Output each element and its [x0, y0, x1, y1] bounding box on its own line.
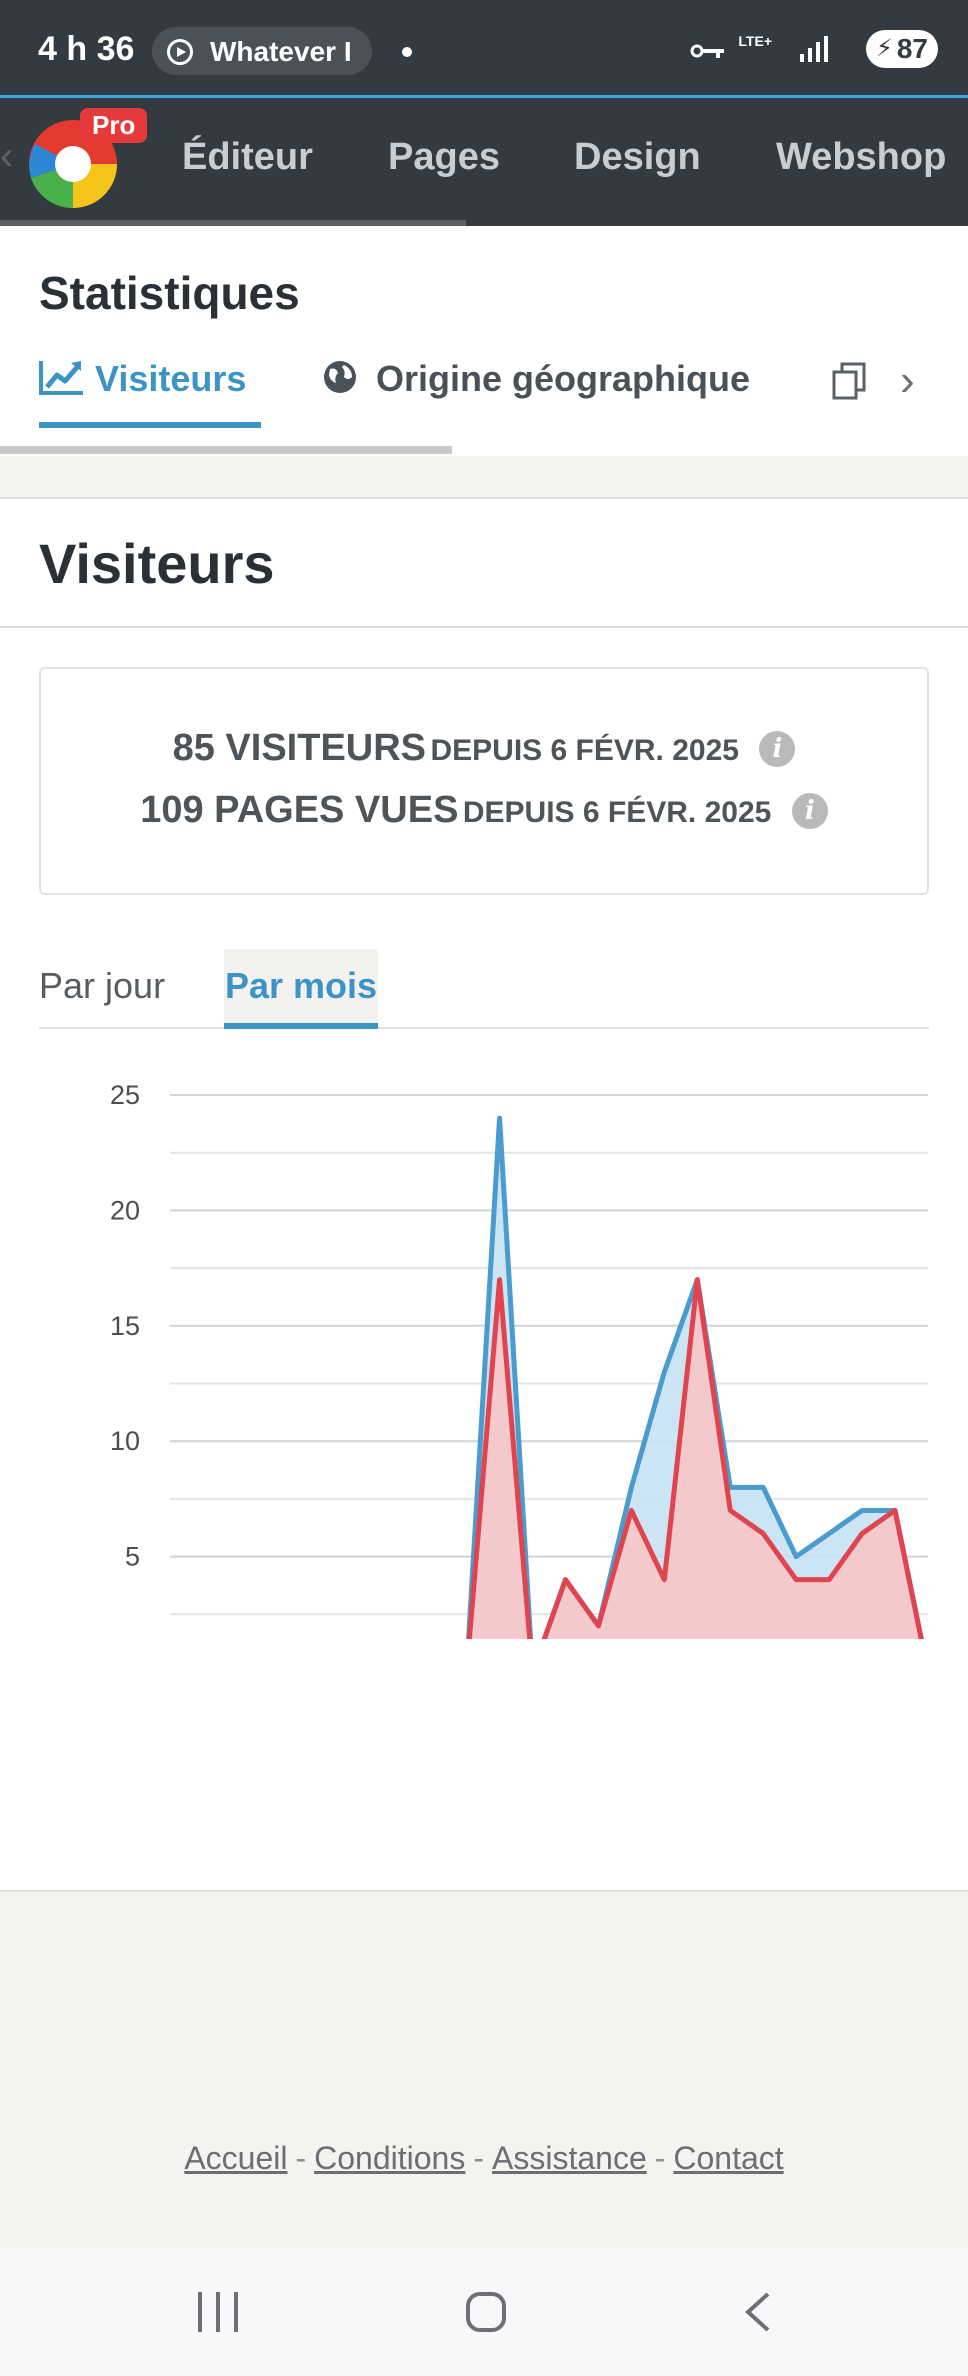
network-type: LTE+: [738, 33, 772, 49]
visitors-summary: 85 VISITEURS DEPUIS 6 FÉVR. 2025 i: [41, 727, 927, 770]
play-circle-icon: [167, 39, 193, 65]
tab-visitors-label: Visiteurs: [95, 358, 247, 399]
y-tick-label: 20: [110, 1195, 140, 1225]
tab-per-month[interactable]: Par mois: [224, 949, 378, 1029]
vpn-key-icon: [690, 44, 724, 58]
page-title: Statistiques: [39, 267, 300, 319]
visitors-card: Visiteurs 85 VISITEURS DEPUIS 6 FÉVR. 20…: [0, 497, 968, 1892]
chevron-right-icon[interactable]: ›: [900, 356, 915, 405]
footer-link-support[interactable]: Assistance: [492, 2140, 647, 2176]
home-icon[interactable]: [466, 2292, 506, 2332]
nav-webshop[interactable]: Webshop: [776, 136, 947, 178]
y-tick-label: 10: [110, 1426, 140, 1456]
footer-separator: -: [654, 2140, 666, 2176]
system-nav-bar: [0, 2248, 968, 2376]
nav-scroll-indicator: [0, 220, 466, 226]
notification-pill[interactable]: Whatever I: [152, 27, 372, 75]
summary-box: 85 VISITEURS DEPUIS 6 FÉVR. 2025 i 109 P…: [39, 667, 929, 895]
nav-pages[interactable]: Pages: [388, 136, 500, 178]
visitors-since: DEPUIS 6 FÉVR. 2025: [430, 734, 739, 767]
pages-copy-icon[interactable]: [830, 360, 870, 400]
notification-text: Whatever I: [210, 36, 352, 67]
stats-tabs: Visiteurs Origine géographique ›: [0, 336, 968, 456]
tab-origin[interactable]: Origine géographique: [322, 358, 750, 400]
back-icon[interactable]: [740, 2292, 776, 2332]
tab-per-day[interactable]: Par jour: [39, 965, 166, 1006]
period-tabs: Par jour Par mois: [39, 949, 929, 1029]
stats-header: Statistiques Visiteurs Origine géographi…: [0, 226, 968, 456]
visitors-chart: 0510152025avr. 24août 24déc. 24avr. 25ao…: [110, 1080, 928, 1639]
status-bar: 4 h 36 Whatever I LTE+ ⚡ 87: [0, 0, 968, 97]
battery-indicator: ⚡ 87: [866, 30, 938, 68]
signal-icon: [800, 36, 828, 62]
series-area-pageviews: [468, 1118, 922, 1639]
footer-link-contact[interactable]: Contact: [673, 2140, 784, 2176]
pageviews-count: 109 PAGES VUES: [140, 789, 459, 831]
visitors-count: 85 VISITEURS: [172, 727, 427, 769]
tab-visitors[interactable]: Visiteurs: [39, 358, 246, 400]
globe-icon: [324, 361, 356, 393]
footer-separator: -: [295, 2140, 307, 2176]
tab-origin-label: Origine géographique: [376, 358, 751, 399]
app-top-bar: ‹ Pro Éditeur Pages Design Webshop: [0, 95, 968, 226]
status-time: 4 h 36: [38, 30, 135, 68]
y-tick-label: 15: [110, 1311, 140, 1341]
status-icons: LTE+ ⚡ 87: [690, 30, 938, 70]
footer-link-terms[interactable]: Conditions: [314, 2140, 466, 2176]
nav-design[interactable]: Design: [574, 136, 701, 178]
pageviews-since: DEPUIS 6 FÉVR. 2025: [462, 796, 772, 829]
battery-level: 87: [896, 33, 928, 64]
recent-apps-icon[interactable]: [198, 2292, 240, 2332]
info-icon[interactable]: i: [759, 731, 796, 767]
scroll-left-icon[interactable]: ‹: [0, 134, 14, 178]
footer: Accueil - Conditions - Assistance - Contact: [0, 2140, 968, 2177]
y-tick-label: 5: [125, 1542, 140, 1572]
y-tick-label: 25: [110, 1080, 140, 1110]
nav-editor[interactable]: Éditeur: [182, 136, 313, 178]
tabs-scroll-indicator: [0, 446, 452, 454]
footer-separator: -: [473, 2140, 484, 2176]
info-icon[interactable]: i: [791, 793, 828, 829]
notification-dot-icon: [402, 47, 412, 57]
trend-chart-icon: [39, 361, 83, 395]
pro-badge: Pro: [80, 108, 148, 143]
series-area-visitors: [469, 1279, 922, 1639]
section-title: Visiteurs: [39, 532, 275, 595]
divider: [0, 626, 968, 628]
charging-bolt-icon: ⚡: [876, 35, 893, 62]
series-line-visitors: [466, 1277, 924, 1639]
footer-link-home[interactable]: Accueil: [184, 2140, 288, 2176]
pageviews-summary: 109 PAGES VUES DEPUIS 6 FÉVR. 2025 i: [41, 789, 927, 832]
active-tab-indicator: [39, 422, 261, 428]
